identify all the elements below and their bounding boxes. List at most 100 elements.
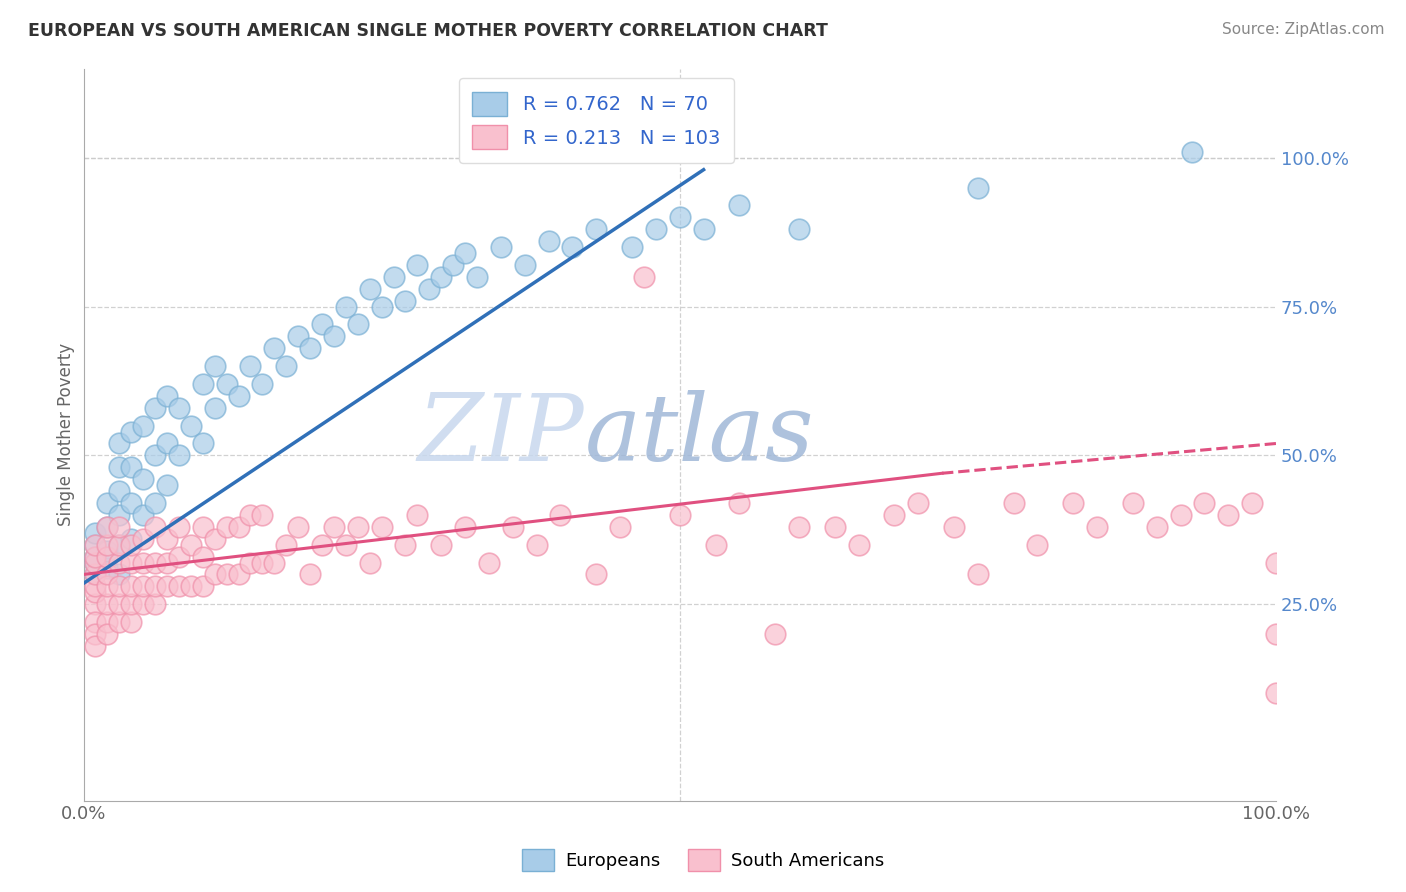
Point — [143, 401, 166, 415]
Point — [787, 222, 810, 236]
Point — [1265, 627, 1288, 641]
Point — [84, 556, 107, 570]
Point — [96, 567, 118, 582]
Point — [108, 538, 131, 552]
Point — [609, 520, 631, 534]
Point — [728, 198, 751, 212]
Point — [1265, 556, 1288, 570]
Point — [167, 520, 190, 534]
Point — [156, 579, 179, 593]
Point — [84, 538, 107, 552]
Point — [585, 567, 607, 582]
Point — [704, 538, 727, 552]
Point — [84, 579, 107, 593]
Point — [787, 520, 810, 534]
Y-axis label: Single Mother Poverty: Single Mother Poverty — [58, 343, 75, 526]
Point — [120, 532, 142, 546]
Point — [108, 597, 131, 611]
Point — [848, 538, 870, 552]
Point — [96, 615, 118, 629]
Point — [335, 300, 357, 314]
Point — [394, 293, 416, 308]
Point — [394, 538, 416, 552]
Point — [430, 538, 453, 552]
Point — [561, 240, 583, 254]
Point — [143, 520, 166, 534]
Point — [84, 549, 107, 564]
Point — [143, 496, 166, 510]
Point — [108, 484, 131, 499]
Point — [156, 478, 179, 492]
Point — [550, 508, 572, 522]
Point — [84, 627, 107, 641]
Point — [132, 472, 155, 486]
Point — [346, 318, 368, 332]
Point — [299, 341, 322, 355]
Point — [108, 520, 131, 534]
Point — [167, 449, 190, 463]
Point — [215, 376, 238, 391]
Point — [84, 585, 107, 599]
Point — [84, 639, 107, 653]
Point — [143, 579, 166, 593]
Point — [418, 282, 440, 296]
Point — [502, 520, 524, 534]
Point — [180, 579, 202, 593]
Point — [143, 449, 166, 463]
Legend: Europeans, South Americans: Europeans, South Americans — [515, 842, 891, 879]
Point — [763, 627, 786, 641]
Point — [191, 579, 214, 593]
Point — [156, 389, 179, 403]
Point — [156, 556, 179, 570]
Point — [132, 508, 155, 522]
Point — [359, 282, 381, 296]
Point — [143, 556, 166, 570]
Point — [84, 538, 107, 552]
Point — [191, 520, 214, 534]
Point — [1026, 538, 1049, 552]
Text: atlas: atlas — [585, 390, 814, 480]
Point — [585, 222, 607, 236]
Point — [406, 508, 429, 522]
Point — [84, 567, 107, 582]
Point — [668, 508, 690, 522]
Point — [191, 436, 214, 450]
Point — [96, 496, 118, 510]
Point — [239, 556, 262, 570]
Point — [382, 269, 405, 284]
Point — [263, 341, 285, 355]
Point — [644, 222, 666, 236]
Point — [167, 401, 190, 415]
Point — [84, 549, 107, 564]
Point — [1194, 496, 1216, 510]
Text: Source: ZipAtlas.com: Source: ZipAtlas.com — [1222, 22, 1385, 37]
Point — [96, 543, 118, 558]
Point — [430, 269, 453, 284]
Legend: R = 0.762   N = 70, R = 0.213   N = 103: R = 0.762 N = 70, R = 0.213 N = 103 — [458, 78, 734, 162]
Point — [84, 556, 107, 570]
Point — [1062, 496, 1084, 510]
Point — [1218, 508, 1240, 522]
Point — [143, 597, 166, 611]
Point — [96, 627, 118, 641]
Point — [108, 436, 131, 450]
Point — [132, 556, 155, 570]
Point — [96, 520, 118, 534]
Point — [84, 597, 107, 611]
Point — [621, 240, 644, 254]
Point — [96, 538, 118, 552]
Point — [668, 211, 690, 225]
Point — [84, 567, 107, 582]
Point — [132, 532, 155, 546]
Point — [84, 615, 107, 629]
Point — [537, 234, 560, 248]
Point — [108, 579, 131, 593]
Point — [406, 258, 429, 272]
Point — [215, 520, 238, 534]
Point — [108, 538, 131, 552]
Point — [204, 567, 226, 582]
Point — [204, 532, 226, 546]
Point — [299, 567, 322, 582]
Point — [323, 329, 346, 343]
Point — [323, 520, 346, 534]
